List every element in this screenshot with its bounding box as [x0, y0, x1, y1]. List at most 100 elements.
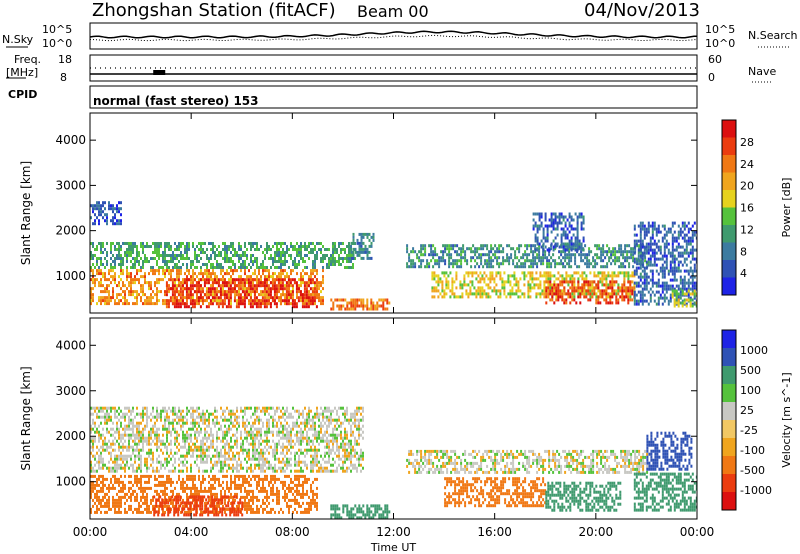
- n-sky-tick-top: 10^5: [42, 23, 73, 36]
- panel-0-colorbar-frame: [721, 119, 737, 296]
- noise-panel-frame: [89, 22, 698, 50]
- panel-1-colorbar-label-4: -25: [740, 424, 758, 437]
- panel-0-colorbar-seg-1: [722, 260, 736, 278]
- x-axis-label: Time UT: [370, 541, 416, 554]
- panel-0-colorbar-label-5: 8: [740, 245, 747, 258]
- panel-0-echo-1: [90, 242, 356, 269]
- panel-1-echo-1: [90, 474, 318, 514]
- nave-tick-bottom: 0: [708, 71, 715, 84]
- panel-1-ytick-label-2: 3000: [55, 384, 86, 398]
- x-tick-label-1: 04:00: [174, 525, 209, 539]
- x-tick-label-3: 12:00: [376, 525, 411, 539]
- panel-1-colorbar-label-0: 1000: [740, 344, 768, 357]
- panel-1-echo-2: [153, 495, 244, 517]
- station-title: Zhongshan Station (fitACF): [92, 0, 336, 21]
- panel-0-ytick-label-1: 2000: [55, 224, 86, 238]
- panel-0-colorbar-label-0: 28: [740, 136, 754, 149]
- panel-1-echo-7: [633, 472, 697, 512]
- panel-1-ytick-label-0: 1000: [55, 475, 86, 489]
- panel-1-colorbar-title: Velocity [m s^-1]: [780, 372, 793, 467]
- cpid-label: CPID: [8, 88, 38, 101]
- panel-1-echo-0: [90, 406, 364, 473]
- panel-1-ytick-label-3: 4000: [55, 338, 86, 352]
- nave-label: Nave: [748, 65, 777, 78]
- panel-0-echo-11: [671, 289, 697, 308]
- panel-0-colorbar-seg-3: [722, 225, 736, 243]
- freq-unit-label: [MHz]: [6, 66, 39, 79]
- panel-0-colorbar-seg-7: [722, 155, 736, 173]
- panel-1-echo-3: [330, 504, 391, 519]
- panel-0-colorbar-seg-9: [722, 120, 736, 138]
- panel-1-colorbar-seg-7: [722, 366, 736, 384]
- x-tick-label-4: 16:00: [477, 525, 512, 539]
- freq-label: Freq.: [14, 53, 42, 66]
- panel-0-colorbar-label-2: 20: [740, 180, 754, 193]
- panel-1-colorbar-frame: [721, 329, 737, 511]
- freq-tick-top: 18: [58, 53, 72, 66]
- panel-0-colorbar-seg-0: [722, 277, 736, 295]
- panel-0-echo-8: [545, 280, 636, 305]
- cpid-mode: normal (fast stereo) 153: [93, 94, 259, 108]
- n-search-trace: [89, 34, 698, 42]
- panel-1-colorbar-seg-4: [722, 420, 736, 438]
- panel-0-data: [90, 201, 697, 311]
- panel-1-colorbar-label-7: -1000: [740, 484, 772, 497]
- panel-0-colorbar-label-3: 16: [740, 202, 754, 215]
- n-sky-trace: [89, 30, 698, 39]
- cpid-panel-frame: [89, 85, 698, 109]
- panel-0-colorbar-label-1: 24: [740, 158, 754, 171]
- panel-1-colorbar-seg-1: [722, 474, 736, 492]
- panel-0-echo-4: [330, 298, 391, 311]
- panel-0-colorbar-title: Power [dB]: [780, 178, 793, 238]
- panel-0-echo-10: [633, 221, 697, 306]
- panel-0-colorbar-seg-2: [722, 242, 736, 260]
- panel-1-ylabel: Slant Range [km]: [19, 366, 33, 470]
- panel-0-echo-9: [532, 212, 585, 252]
- panel-1-echo-4: [406, 449, 649, 474]
- panel-0-echo-0: [90, 201, 122, 226]
- n-sky-tick-bottom: 10^0: [42, 37, 73, 50]
- panel-1-echo-8: [646, 431, 693, 471]
- panel-0-ylabel: Slant Range [km]: [19, 161, 33, 265]
- panel-1-colorbar-label-1: 500: [740, 364, 761, 377]
- beam-label: Beam 00: [357, 2, 429, 21]
- panel-0-colorbar-label-6: 4: [740, 267, 747, 280]
- panel-1-colorbar-seg-2: [722, 456, 736, 474]
- panel-1-colorbar-seg-6: [722, 384, 736, 402]
- panel-0-ytick-label-3: 4000: [55, 133, 86, 147]
- panel-1-colorbar-seg-5: [722, 402, 736, 420]
- panel-1-colorbar-seg-9: [722, 330, 736, 348]
- n-search-tick-top: 10^5: [705, 23, 736, 36]
- n-sky-label: N.Sky: [2, 33, 34, 46]
- panel-1-colorbar-label-6: -500: [740, 464, 765, 477]
- panel-0-ytick-label-2: 3000: [55, 178, 86, 192]
- panel-1-echo-5: [444, 477, 547, 508]
- freq-tick-bottom: 8: [60, 71, 67, 84]
- date-label: 04/Nov/2013: [584, 0, 700, 21]
- x-tick-label-6: 00:00: [680, 525, 715, 539]
- x-tick-label-0: 00:00: [73, 525, 108, 539]
- panel-0-echo-5: [350, 232, 375, 260]
- x-tick-label-5: 20:00: [579, 525, 614, 539]
- n-search-tick-bottom: 10^0: [705, 37, 736, 50]
- panel-0-colorbar-label-4: 12: [740, 223, 754, 236]
- panel-0-ytick-label-0: 1000: [55, 269, 86, 283]
- n-search-label: N.Search: [748, 29, 798, 42]
- panel-1-colorbar-label-5: -100: [740, 444, 765, 457]
- panel-1-colorbar-seg-3: [722, 438, 736, 456]
- panel-0-echo-3: [165, 278, 318, 309]
- panel-1-colorbar-seg-8: [722, 348, 736, 366]
- nave-tick-top: 60: [708, 53, 722, 66]
- panel-1-echo-6: [545, 481, 622, 512]
- panel-1-data: [90, 406, 697, 519]
- x-tick-label-2: 08:00: [275, 525, 310, 539]
- freq-excursion: [153, 70, 166, 75]
- panel-0-colorbar-seg-8: [722, 137, 736, 155]
- panel-0-colorbar-seg-6: [722, 172, 736, 190]
- panel-1-colorbar-label-2: 100: [740, 384, 761, 397]
- panel-1-colorbar-seg-0: [722, 492, 736, 510]
- panel-1-colorbar-label-3: 25: [740, 404, 754, 417]
- panel-0-colorbar-seg-5: [722, 190, 736, 208]
- panel-0-colorbar-seg-4: [722, 207, 736, 225]
